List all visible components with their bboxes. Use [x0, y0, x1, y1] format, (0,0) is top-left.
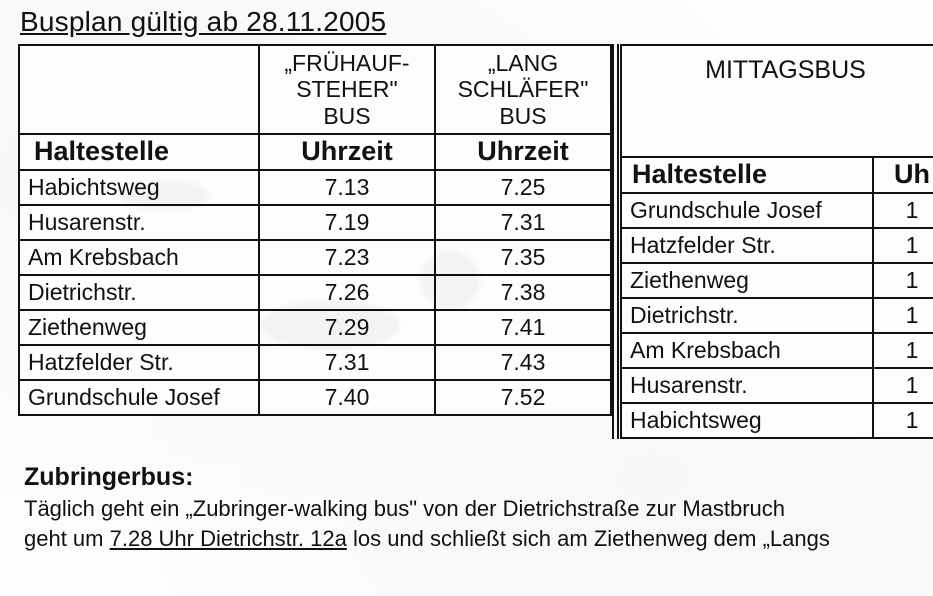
zubringerbus-text: Täglich geht ein „Zubringer-walking bus"…	[24, 494, 933, 553]
para-line2a: geht um	[24, 526, 110, 551]
time-cell: 7.35	[435, 240, 611, 275]
time-cell: 1	[873, 403, 933, 438]
time-cell: 1	[873, 368, 933, 403]
uhrzeit-header-3: Uh	[873, 157, 933, 193]
time-cell: 1	[873, 228, 933, 263]
tables-row: „FRÜHAUF- STEHER" BUS „LANG SCHLÄFER" BU…	[18, 44, 933, 439]
haltestelle-header: Haltestelle	[19, 134, 259, 170]
time-cell: 7.43	[435, 345, 611, 380]
table-divider	[612, 44, 620, 439]
table-row: Dietrichstr. 7.26 7.38	[19, 275, 611, 310]
morning-bus-table: „FRÜHAUF- STEHER" BUS „LANG SCHLÄFER" BU…	[18, 44, 612, 416]
stop-cell: Grundschule Josef	[19, 380, 259, 415]
stop-cell: Husarenstr.	[19, 205, 259, 240]
table-row: Habichtsweg 7.13 7.25	[19, 170, 611, 205]
table-row: Ziethenweg 7.29 7.41	[19, 310, 611, 345]
time-cell: 7.38	[435, 275, 611, 310]
mittagsbus-header: MITTAGSBUS	[621, 45, 933, 157]
table-row: Husarenstr. 1	[621, 368, 933, 403]
time-cell: 7.19	[259, 205, 435, 240]
stop-cell: Ziethenweg	[19, 310, 259, 345]
time-cell: 7.41	[435, 310, 611, 345]
table-row: Hatzfelder Str. 7.31 7.43	[19, 345, 611, 380]
table-row: Grundschule Josef 1	[621, 193, 933, 228]
page-title: Busplan gültig ab 28.11.2005	[20, 6, 933, 38]
table-row: Habichtsweg 1	[621, 403, 933, 438]
para-line2b: los und schließt sich am Ziethenweg dem …	[347, 526, 830, 551]
table-row: Dietrichstr. 1	[621, 298, 933, 333]
mittagsbus-table: MITTAGSBUS Haltestelle Uh Grundschule Jo…	[620, 44, 933, 439]
table-row: Am Krebsbach 7.23 7.35	[19, 240, 611, 275]
stop-cell: Habichtsweg	[621, 403, 873, 438]
time-cell: 7.23	[259, 240, 435, 275]
haltestelle-header-2: Haltestelle	[621, 157, 873, 193]
fruehaufsteher-header: „FRÜHAUF- STEHER" BUS	[259, 45, 435, 134]
time-cell: 7.29	[259, 310, 435, 345]
time-cell: 7.52	[435, 380, 611, 415]
time-cell: 1	[873, 333, 933, 368]
stop-cell: Husarenstr.	[621, 368, 873, 403]
stop-cell: Am Krebsbach	[621, 333, 873, 368]
stop-cell: Dietrichstr.	[621, 298, 873, 333]
time-cell: 1	[873, 298, 933, 333]
zubringerbus-section: Zubringerbus: Täglich geht ein „Zubringe…	[24, 463, 933, 553]
table-row: Am Krebsbach 1	[621, 333, 933, 368]
stop-cell: Ziethenweg	[621, 263, 873, 298]
table-row: Grundschule Josef 7.40 7.52	[19, 380, 611, 415]
time-cell: 7.40	[259, 380, 435, 415]
stop-cell: Am Krebsbach	[19, 240, 259, 275]
table-row: Husarenstr. 7.19 7.31	[19, 205, 611, 240]
stop-cell: Hatzfelder Str.	[621, 228, 873, 263]
time-cell: 7.25	[435, 170, 611, 205]
table-row: Hatzfelder Str. 1	[621, 228, 933, 263]
zubringerbus-heading: Zubringerbus:	[24, 463, 933, 492]
stop-cell: Habichtsweg	[19, 170, 259, 205]
stop-cell: Grundschule Josef	[621, 193, 873, 228]
time-cell: 7.26	[259, 275, 435, 310]
uhrzeit-header-2: Uhrzeit	[435, 134, 611, 170]
uhrzeit-header-1: Uhrzeit	[259, 134, 435, 170]
table-row: Ziethenweg 1	[621, 263, 933, 298]
time-cell: 7.13	[259, 170, 435, 205]
blank-header	[19, 45, 259, 134]
stop-cell: Hatzfelder Str.	[19, 345, 259, 380]
langschlaefer-header: „LANG SCHLÄFER" BUS	[435, 45, 611, 134]
para-line1: Täglich geht ein „Zubringer-walking bus"…	[24, 496, 785, 521]
time-cell: 7.31	[435, 205, 611, 240]
time-cell: 1	[873, 263, 933, 298]
stop-cell: Dietrichstr.	[19, 275, 259, 310]
time-cell: 1	[873, 193, 933, 228]
time-cell: 7.31	[259, 345, 435, 380]
para-line2-underline: 7.28 Uhr Dietrichstr. 12a	[110, 526, 347, 551]
